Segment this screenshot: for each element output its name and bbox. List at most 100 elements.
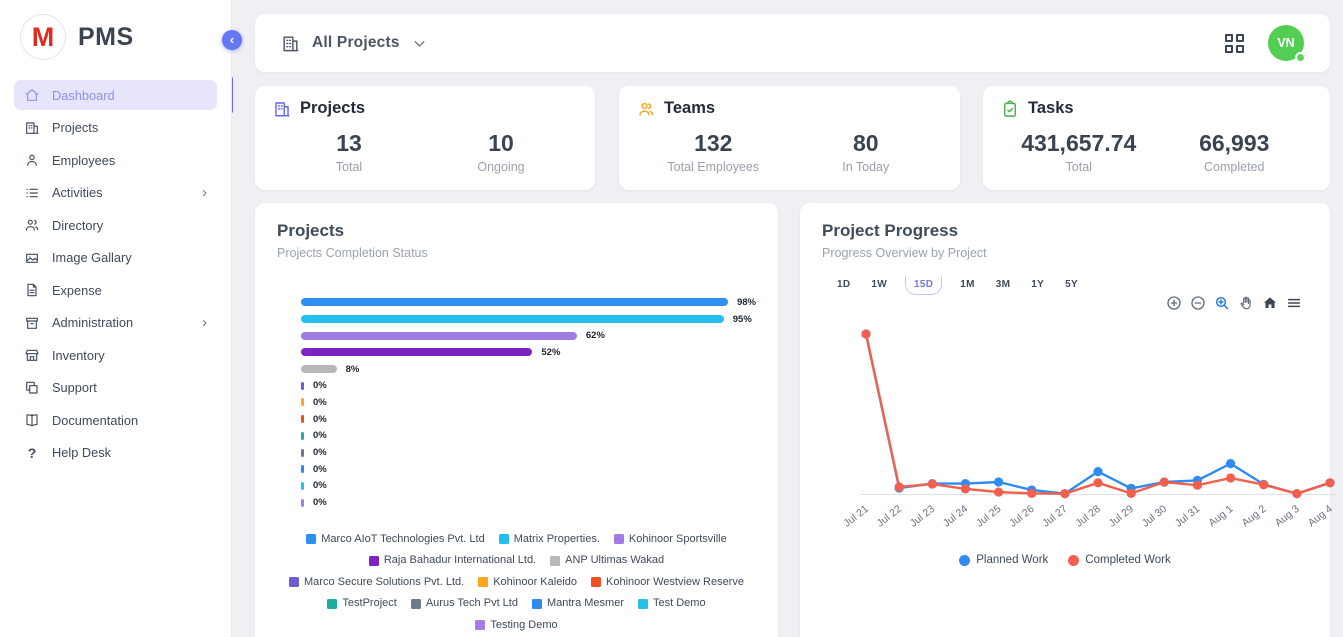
data-point[interactable] [960,484,971,494]
legend-item[interactable]: ANP Ultimas Wakad [550,550,664,571]
bar[interactable] [301,415,304,424]
x-tick-label: Jul 22 [875,503,905,530]
legend-item[interactable]: Test Demo [638,593,706,614]
sidebar-item-documentation[interactable]: Documentation [14,405,217,435]
bar-value-label: 95% [732,313,752,325]
legend-item[interactable]: Raja Bahadur International Ltd. [368,550,537,571]
data-point[interactable] [1093,467,1103,477]
bar[interactable] [301,381,304,390]
range-button-1w[interactable]: 1W [871,279,887,290]
bar[interactable] [301,331,577,340]
bar[interactable] [301,431,304,440]
sidebar-item-support[interactable]: Support [14,373,217,403]
legend-item[interactable]: Kohinoor Kaleido [478,572,577,593]
bar[interactable] [301,448,304,457]
data-point[interactable] [1292,489,1302,499]
apps-grid-icon[interactable] [1225,33,1244,53]
sidebar-item-label: Image Gallary [52,250,132,265]
sidebar-item-label: Documentation [52,412,139,428]
pan-icon[interactable] [1238,295,1254,311]
bar[interactable] [301,465,304,474]
legend-item[interactable]: Marco Secure Solutions Pvt. Ltd. [289,572,464,593]
range-button-1m[interactable]: 1M [960,279,975,290]
data-point[interactable] [894,482,904,492]
legend-item-completed-work[interactable]: Completed Work [1068,554,1171,566]
chevron-right-icon: › [202,314,207,331]
data-point[interactable] [1192,480,1203,490]
legend-item[interactable]: Mantra Mesmer [531,593,624,614]
avatar[interactable]: VN [1268,25,1306,63]
legend-swatch [475,620,486,631]
zoom-out-icon[interactable] [1190,295,1206,311]
sidebar-collapse-button[interactable]: ‹ [222,30,242,50]
legend-item[interactable]: Matrix Properties. [498,529,600,550]
range-button-1d[interactable]: 1D [837,279,851,290]
legend-item[interactable]: Marco AIoT Technologies Pvt. Ltd [306,529,485,550]
legend-swatch [306,534,317,545]
bar-row: 0% [301,411,756,428]
data-point[interactable] [1225,459,1236,469]
legend-item[interactable]: Testing Demo [475,615,558,636]
project-progress-card: Project Progress Progress Overview by Pr… [800,203,1336,637]
data-point[interactable] [1159,477,1169,487]
data-point[interactable] [1225,473,1236,483]
sidebar-item-expense[interactable]: Expense [14,275,217,305]
topbar-actions: VN [1225,25,1306,63]
sidebar-item-directory[interactable]: Directory [14,210,217,240]
data-point[interactable] [993,487,1004,497]
building-icon [275,101,290,116]
sidebar-item-projects[interactable]: Projects [14,113,217,143]
chart-subtitle: Progress Overview by Project [822,246,987,260]
data-point[interactable] [1027,488,1037,498]
data-point[interactable] [993,477,1004,487]
data-point[interactable] [1325,478,1335,488]
range-button-15d[interactable]: 15D [905,276,943,295]
legend-label: Raja Bahadur International Ltd. [383,554,537,567]
legend-item[interactable]: Kohinoor Westview Reserve [591,572,744,593]
avatar-initials: VN [1277,36,1295,50]
sidebar-item-activities[interactable]: Activities › [14,178,217,208]
stat-value: 10 [488,130,514,156]
sidebar-nav: Dashboard Projects Employees Activities › Dir… [0,72,231,468]
data-point[interactable] [861,329,871,339]
bar[interactable] [301,398,304,407]
data-point[interactable] [1060,489,1070,499]
bar-row: 0% [301,444,756,461]
legend-item-planned-work[interactable]: Planned Work [959,554,1048,566]
menu-icon[interactable] [1286,295,1302,311]
bar[interactable] [301,498,304,507]
legend-item[interactable]: Kohinoor Sportsville [613,529,727,550]
bar[interactable] [301,481,304,490]
zoom-icon[interactable] [1214,295,1230,311]
bar[interactable] [301,365,337,374]
bar[interactable] [301,348,533,357]
range-button-1y[interactable]: 1Y [1031,279,1045,290]
range-button-5y[interactable]: 5Y [1065,279,1078,290]
zoom-in-icon[interactable] [1166,295,1182,311]
home-icon[interactable] [1262,295,1278,311]
data-point[interactable] [927,479,937,489]
data-point[interactable] [1259,480,1269,490]
legend-item[interactable]: TestProject [327,593,397,614]
bar[interactable] [301,315,724,324]
sidebar-item-image-gallary[interactable]: Image Gallary [14,243,217,273]
image-icon [26,253,38,263]
sidebar-item-employees[interactable]: Employees [14,145,217,175]
range-button-3m[interactable]: 3M [995,279,1011,290]
data-point[interactable] [1093,478,1103,488]
sidebar-item-inventory[interactable]: Inventory [14,340,217,370]
legend-item[interactable]: Aurus Tech Pvt Ltd [410,593,518,614]
sidebar-item-dashboard[interactable]: Dashboard [14,80,217,110]
bar-value-label: 0% [313,396,327,408]
archive-icon [26,317,38,329]
sidebar-item-help-desk[interactable]: ? Help Desk [14,438,217,468]
data-point[interactable] [1126,488,1136,498]
stat-label: Total [1065,160,1092,174]
project-filter-dropdown[interactable]: All Projects [281,34,427,53]
bar-value-label: 0% [313,380,327,392]
bar[interactable] [301,298,728,307]
legend-swatch [368,555,379,566]
sidebar-item-administration[interactable]: Administration › [14,308,217,338]
person-icon [27,154,37,166]
legend-label: Kohinoor Kaleido [493,575,577,588]
